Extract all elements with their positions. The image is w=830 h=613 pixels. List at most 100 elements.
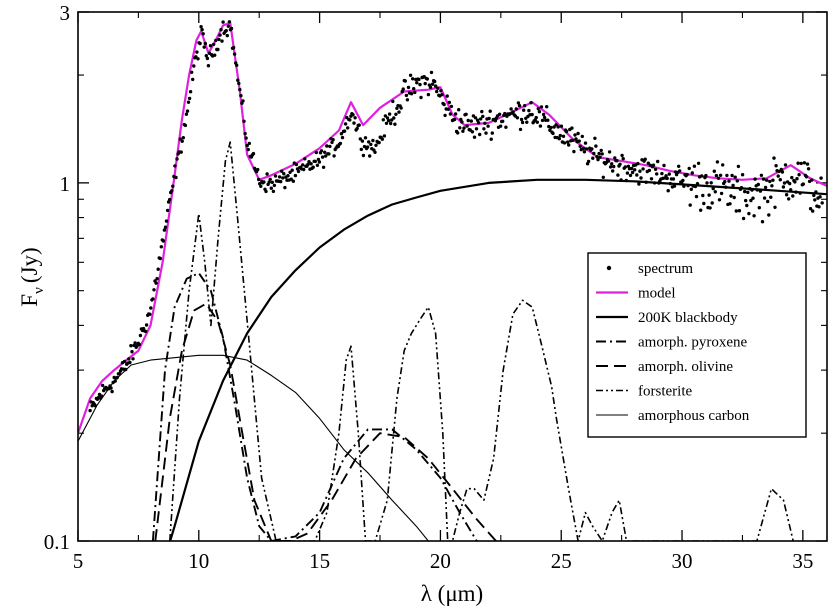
spectrum-point (133, 341, 137, 345)
spectrum-point (314, 150, 318, 155)
spectrum-point (771, 178, 775, 182)
spectrum-point (353, 116, 357, 120)
spectrum-point (577, 139, 581, 143)
spectrum-point (220, 39, 224, 43)
spectrum-point (198, 41, 202, 46)
spectrum-point (694, 194, 699, 199)
spectrum-point (206, 63, 211, 68)
spectrum-point (723, 179, 727, 184)
spectrum-point (338, 141, 343, 146)
spectrum-point (715, 160, 720, 164)
spectrum-point (302, 167, 306, 172)
spectrum-point (381, 118, 385, 122)
spectrum-point (487, 116, 491, 121)
spectrum-point (415, 81, 419, 85)
spectrum-point (766, 199, 770, 204)
spectrum-point (195, 50, 199, 54)
spectrum-point (464, 112, 468, 117)
spectrum-point (442, 102, 446, 107)
spectrum-point (355, 126, 359, 131)
spectrum-point (408, 73, 413, 78)
spectrum-point (582, 150, 587, 154)
spectrum-point (243, 131, 247, 136)
spectrum-point (122, 359, 127, 364)
spectrum-point (115, 375, 120, 380)
spectrum-point (397, 110, 401, 114)
spectrum-point (171, 184, 175, 188)
spectrum-point (536, 106, 540, 111)
spectrum-point (801, 182, 805, 186)
spectrum-point (799, 161, 803, 166)
spectrum-point (818, 195, 822, 199)
spectrum-point (630, 170, 635, 175)
spectrum-point (625, 171, 630, 175)
spectrum-point (515, 116, 520, 120)
spectrum-point (717, 198, 722, 202)
spectrum-point (608, 165, 613, 169)
spectrum-point (571, 138, 575, 142)
spectrum-point (447, 100, 451, 105)
spectrum-point (779, 167, 783, 172)
spectrum-point (668, 181, 672, 186)
spectrum-point (200, 28, 204, 32)
spectrum-point (241, 99, 245, 103)
spectrum-point (217, 37, 221, 42)
spectrum-point (405, 98, 410, 102)
spectrum-point (545, 105, 549, 109)
spectrum-point (549, 125, 553, 130)
spectrum-point (201, 32, 205, 36)
spectrum-point (624, 178, 628, 183)
spectrum-point (343, 122, 348, 126)
spectrum-point (535, 120, 539, 124)
spectrum-point (149, 306, 153, 310)
spectrum-point (301, 163, 305, 167)
y-axis-title-unit: (Jy) (17, 247, 42, 283)
spectrum-point (155, 277, 159, 281)
spectrum-point (352, 121, 356, 125)
spectrum-point (519, 117, 524, 122)
spectrum-point (164, 219, 169, 223)
legend-label-forst: forsterite (638, 384, 692, 400)
spectrum-point (303, 157, 307, 161)
spectrum-point (798, 191, 802, 195)
spectrum-point (282, 172, 286, 176)
spectrum-point (741, 216, 746, 221)
spectrum-point (572, 149, 576, 154)
spectrum-point (749, 198, 753, 203)
spectrum-point (686, 183, 690, 188)
spectrum-point (730, 173, 734, 178)
spectrum-point (277, 175, 282, 179)
spectrum-point (348, 118, 352, 122)
spectrum-point (794, 190, 798, 194)
spectrum-point (474, 127, 479, 131)
spectrum-point (227, 20, 232, 24)
spectrum-point (727, 179, 731, 183)
spectrum-point (795, 177, 799, 181)
spectrum-point (270, 180, 274, 184)
spectrum-point (159, 245, 163, 249)
spectrum-point (504, 125, 508, 129)
spectrum-point (736, 164, 741, 169)
spectrum-point (596, 157, 600, 162)
spectrum-point (280, 169, 284, 173)
spectrum-point (636, 161, 640, 166)
spectrum-point (394, 112, 398, 117)
spectrum-point (391, 99, 395, 104)
spectrum-point (490, 131, 494, 135)
spectrum-point (480, 109, 484, 114)
spectrum-point (633, 168, 637, 172)
y-axis-title-main: F (17, 294, 42, 307)
spectrum-point (616, 173, 620, 177)
spectrum-point (395, 106, 399, 111)
spectrum-point (313, 159, 317, 164)
series-olivine (154, 302, 497, 541)
spectrum-point (351, 113, 355, 117)
spectrum-point (152, 288, 156, 292)
spectrum-point (820, 201, 824, 205)
legend-symbol-spectrum (606, 265, 612, 271)
spectrum-point (472, 135, 477, 139)
spectrum-point (413, 90, 417, 95)
spectrum-point (475, 118, 480, 122)
spectrum-point (330, 140, 334, 145)
spectrum-point (621, 157, 625, 161)
